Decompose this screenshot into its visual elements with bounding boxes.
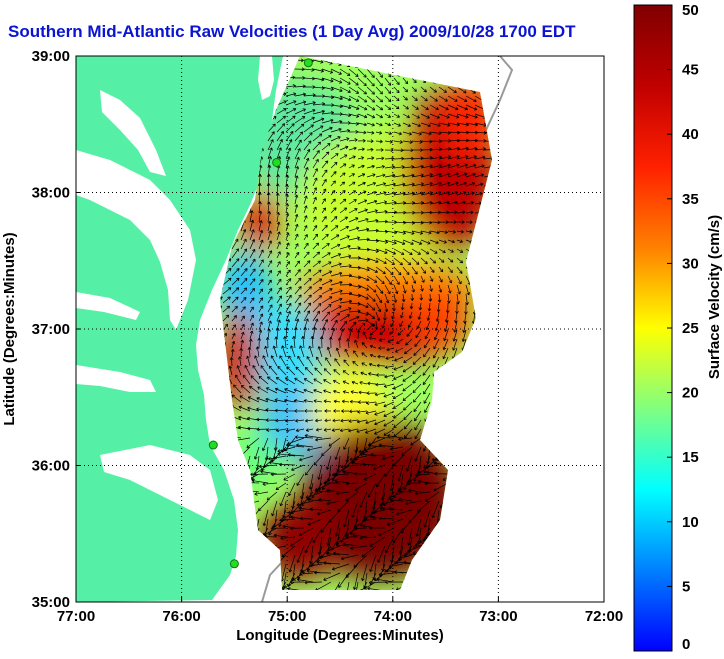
colorbar-tick-label: 5 (682, 578, 690, 595)
y-axis-label: Latitude (Degrees:Minutes) (1, 232, 18, 425)
colorbar-ticks: 0 5 10 15 20 25 30 35 40 45 50 (667, 2, 699, 653)
sound-water (100, 445, 218, 520)
y-tick-label: 36:00 (32, 458, 70, 475)
grid-lines (76, 56, 604, 602)
colorbar-label: Surface Velocity (cm/s) (706, 215, 723, 379)
colorbar-tick-label: 50 (682, 2, 699, 19)
x-tick-label: 76:00 (162, 608, 200, 625)
x-tick-label: 77:00 (57, 608, 95, 625)
colorbar-tick-label: 15 (682, 449, 699, 466)
colorbar-tick-label: 20 (682, 385, 699, 402)
bay-water (76, 150, 196, 330)
x-tick-label: 72:00 (585, 608, 623, 625)
y-tick-label: 39:00 (32, 48, 70, 65)
river-water-2 (76, 292, 140, 320)
radar-station-marker (208, 440, 218, 450)
radar-station-marker (229, 559, 239, 569)
chart-title: Southern Mid-Atlantic Raw Velocities (1 … (8, 22, 576, 41)
colorbar-tick-label: 25 (682, 320, 699, 337)
x-tick-label: 75:00 (268, 608, 306, 625)
colorbar-tick-label: 45 (682, 62, 699, 79)
y-tick-label: 38:00 (32, 185, 70, 202)
colorbar-tick-label: 35 (682, 191, 699, 208)
vector-arrows (220, 57, 492, 590)
x-axis-label: Longitude (Degrees:Minutes) (236, 627, 444, 644)
x-axis-ticks: 77:00 76:00 75:00 74:00 73:00 72:00 (57, 597, 623, 625)
colorbar-tick-label: 30 (682, 255, 699, 272)
velocity-vectors (220, 57, 492, 590)
y-tick-label: 35:00 (32, 594, 70, 611)
radar-stations (208, 58, 313, 569)
colorbar (633, 4, 673, 652)
river-water (76, 365, 156, 392)
radar-station-marker (303, 58, 313, 68)
colorbar-tick-label: 0 (682, 636, 690, 653)
colorbar-tick-label: 10 (682, 514, 699, 531)
bay-water-north (100, 90, 166, 176)
delaware-bay (258, 56, 274, 100)
x-tick-label: 73:00 (479, 608, 517, 625)
radar-station-marker (272, 157, 282, 167)
y-axis-ticks: 39:00 38:00 37:00 36:00 35:00 (32, 48, 81, 611)
colorbar-tick-label: 40 (682, 126, 699, 143)
x-tick-label: 74:00 (374, 608, 412, 625)
y-tick-label: 37:00 (32, 321, 70, 338)
